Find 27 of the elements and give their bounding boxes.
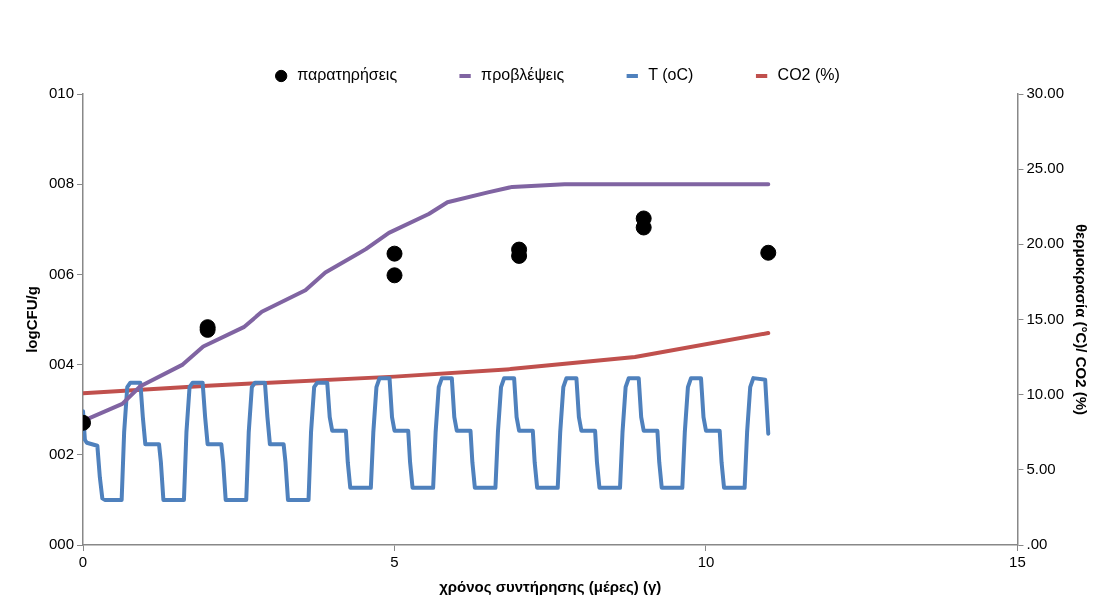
x-axis-title: χρόνος συντήρησης (μέρες) (γ) (439, 578, 662, 596)
y2-tick-label: 30.00 (1026, 84, 1065, 102)
x-tick-label: 10 (697, 553, 715, 571)
y2-tick-label: 20.00 (1026, 234, 1065, 252)
y2-tick-label: 25.00 (1026, 159, 1065, 177)
y-tick-label: 000 (49, 535, 75, 553)
y2-axis-title: θερμοκρασία (°C)/ CO2 (%) (1072, 223, 1090, 416)
y-tick-label: 008 (49, 174, 75, 192)
y-axis-title: logCFU/g (23, 286, 41, 353)
legend-label: T (oC) (648, 66, 694, 84)
y-tick-label: 010 (49, 84, 75, 102)
y2-tick-label: .00 (1026, 535, 1048, 553)
point (386, 267, 403, 284)
y2-tick-label: 5.00 (1026, 459, 1056, 477)
point (760, 244, 777, 261)
y-tick-label: 004 (49, 354, 75, 372)
legend-label: προβλέψεις (481, 66, 565, 84)
y-tick-label: 002 (49, 444, 75, 462)
y2-tick-label: 10.00 (1026, 384, 1065, 402)
legend-label: CO2 (%) (777, 66, 840, 84)
point (386, 245, 403, 262)
x-tick-label: 5 (390, 553, 399, 571)
x-tick-label: 0 (78, 553, 88, 571)
legend-label: παρατηρήσεις (297, 66, 398, 84)
y-tick-label: 006 (49, 264, 75, 282)
x-tick-label: 15 (1009, 553, 1026, 571)
y2-tick-label: 15.00 (1026, 309, 1065, 327)
